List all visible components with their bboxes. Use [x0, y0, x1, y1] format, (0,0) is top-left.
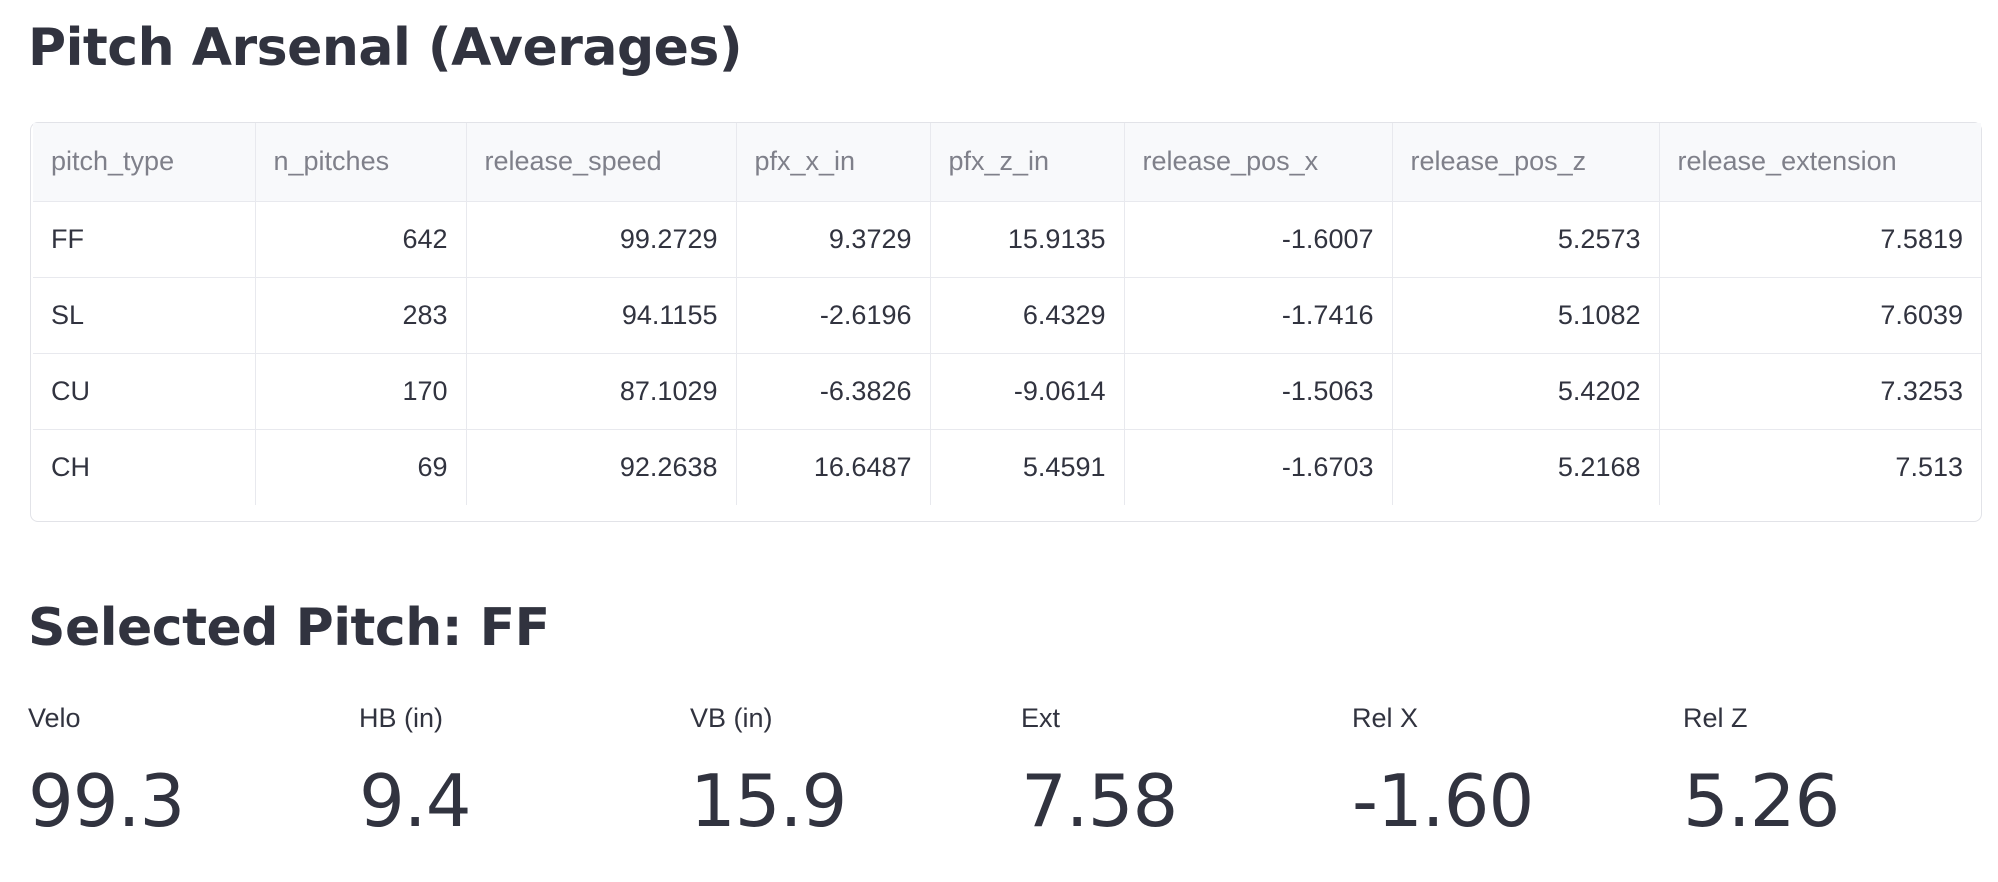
table-cell[interactable]: CH [33, 428, 256, 505]
column-header-pfx-z-in[interactable]: pfx_z_in [929, 123, 1125, 202]
table-cell[interactable]: -9.0614 [929, 352, 1125, 430]
metric-value: 9.4 [359, 759, 472, 843]
table-cell[interactable]: 7.513 [1658, 428, 1981, 505]
metric-ext: Ext 7.58 [1021, 700, 1341, 846]
table-cell[interactable]: -2.6196 [735, 276, 931, 354]
metric-value: 15.9 [690, 759, 847, 843]
table-cell[interactable]: -1.5063 [1123, 352, 1393, 430]
table-cell[interactable]: CU [33, 352, 256, 430]
table-cell[interactable]: 7.3253 [1658, 352, 1981, 430]
metric-rel-z: Rel Z 5.26 [1683, 700, 1998, 846]
metric-label: Rel Z [1683, 703, 1748, 733]
table-row: CH 69 92.2638 16.6487 5.4591 -1.6703 5.2… [33, 428, 1981, 505]
metric-rel-x: Rel X -1.60 [1352, 700, 1672, 846]
arsenal-heading: Pitch Arsenal (Averages) [28, 18, 743, 78]
column-header-release-pos-x[interactable]: release_pos_x [1123, 123, 1393, 202]
table-cell[interactable]: 15.9135 [929, 200, 1125, 278]
table-cell[interactable]: FF [33, 200, 256, 278]
table-cell[interactable]: 283 [254, 276, 467, 354]
selected-pitch-heading: Selected Pitch: FF [28, 598, 550, 658]
metric-value: 99.3 [28, 759, 185, 843]
metric-value: -1.60 [1352, 759, 1534, 843]
table-cell[interactable]: 94.1155 [465, 276, 737, 354]
table-cell[interactable]: 9.3729 [735, 200, 931, 278]
table-row: CU 170 87.1029 -6.3826 -9.0614 -1.5063 5… [33, 352, 1981, 430]
table-header-row: pitch_type n_pitches release_speed pfx_x… [33, 123, 1981, 202]
metrics-row: Velo 99.3 HB (in) 9.4 VB (in) 15.9 Ext 7… [28, 700, 1988, 882]
arsenal-table: pitch_type n_pitches release_speed pfx_x… [33, 123, 1981, 505]
table-cell[interactable]: 5.1082 [1391, 276, 1660, 354]
table-cell[interactable]: -1.6007 [1123, 200, 1393, 278]
column-header-pitch-type[interactable]: pitch_type [33, 123, 256, 202]
table-cell[interactable]: 5.4591 [929, 428, 1125, 505]
metric-label: HB (in) [359, 703, 444, 733]
metric-velo: Velo 99.3 [28, 700, 348, 846]
column-header-pfx-x-in[interactable]: pfx_x_in [735, 123, 931, 202]
table-cell[interactable]: 7.5819 [1658, 200, 1981, 278]
column-header-release-speed[interactable]: release_speed [465, 123, 737, 202]
metric-hb: HB (in) 9.4 [359, 700, 679, 846]
table-cell[interactable]: 6.4329 [929, 276, 1125, 354]
table-cell[interactable]: -1.7416 [1123, 276, 1393, 354]
table-cell[interactable]: 99.2729 [465, 200, 737, 278]
table-row: FF 642 99.2729 9.3729 15.9135 -1.6007 5.… [33, 200, 1981, 278]
table-cell[interactable]: 69 [254, 428, 467, 505]
metric-label: VB (in) [690, 703, 773, 733]
table-cell[interactable]: 7.6039 [1658, 276, 1981, 354]
metric-label: Rel X [1352, 703, 1419, 733]
metric-value: 5.26 [1683, 759, 1840, 843]
table-cell[interactable]: 92.2638 [465, 428, 737, 505]
table-cell[interactable]: -6.3826 [735, 352, 931, 430]
table-cell[interactable]: 16.6487 [735, 428, 931, 505]
table-cell[interactable]: 5.2573 [1391, 200, 1660, 278]
table-row: SL 283 94.1155 -2.6196 6.4329 -1.7416 5.… [33, 276, 1981, 354]
table-cell[interactable]: 5.2168 [1391, 428, 1660, 505]
metric-value: 7.58 [1021, 759, 1178, 843]
table-cell[interactable]: 87.1029 [465, 352, 737, 430]
column-header-release-pos-z[interactable]: release_pos_z [1391, 123, 1660, 202]
table-cell[interactable]: 5.4202 [1391, 352, 1660, 430]
table-cell[interactable]: 642 [254, 200, 467, 278]
metric-vb: VB (in) 15.9 [690, 700, 1010, 846]
table-cell[interactable]: 170 [254, 352, 467, 430]
metric-label: Ext [1021, 703, 1061, 733]
metric-label: Velo [28, 703, 81, 733]
table-cell[interactable]: SL [33, 276, 256, 354]
column-header-n-pitches[interactable]: n_pitches [254, 123, 467, 202]
column-header-release-extension[interactable]: release_extension [1658, 123, 1981, 202]
table-cell[interactable]: -1.6703 [1123, 428, 1393, 505]
arsenal-table-container: pitch_type n_pitches release_speed pfx_x… [30, 122, 1982, 522]
